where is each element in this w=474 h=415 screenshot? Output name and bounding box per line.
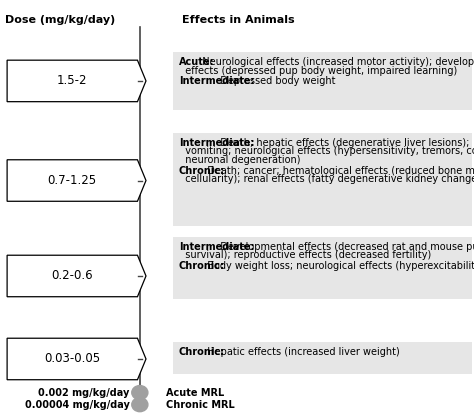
Text: Intermediate:: Intermediate: <box>179 242 254 251</box>
Polygon shape <box>7 338 146 380</box>
Text: Effects in Animals: Effects in Animals <box>182 15 295 24</box>
FancyBboxPatch shape <box>173 237 472 299</box>
FancyBboxPatch shape <box>173 342 472 374</box>
Polygon shape <box>7 255 146 297</box>
Text: survival); reproductive effects (decreased fertility): survival); reproductive effects (decreas… <box>179 250 431 260</box>
Text: vomiting; neurological effects (hypersensitivity, tremors, convulsions,: vomiting; neurological effects (hypersen… <box>179 146 474 156</box>
Circle shape <box>132 386 148 400</box>
Text: Death; cancer; hematological effects (reduced bone marrow: Death; cancer; hematological effects (re… <box>201 166 474 176</box>
Text: Dose (mg/kg/day): Dose (mg/kg/day) <box>5 15 115 24</box>
Text: Chronic MRL: Chronic MRL <box>166 400 235 410</box>
Text: Chronic:: Chronic: <box>179 261 225 271</box>
Text: cellularity); renal effects (fatty degenerative kidney changes): cellularity); renal effects (fatty degen… <box>179 174 474 184</box>
Text: Chronic:: Chronic: <box>179 166 225 176</box>
Text: Developmental effects (decreased rat and mouse pup: Developmental effects (decreased rat and… <box>214 242 474 251</box>
Text: 0.03-0.05: 0.03-0.05 <box>44 352 100 366</box>
Text: 0.7-1.25: 0.7-1.25 <box>48 174 97 187</box>
Text: Neurological effects (increased motor activity); developmental: Neurological effects (increased motor ac… <box>196 57 474 67</box>
Text: Death; hepatic effects (degenerative liver lesions);: Death; hepatic effects (degenerative liv… <box>214 138 470 148</box>
Text: 0.002 mg/kg/day: 0.002 mg/kg/day <box>38 388 129 398</box>
Polygon shape <box>7 160 146 201</box>
FancyBboxPatch shape <box>173 133 472 226</box>
Text: Body weight loss; neurological effects (hyperexcitability): Body weight loss; neurological effects (… <box>201 261 474 271</box>
Text: Depressed body weight: Depressed body weight <box>214 76 336 86</box>
Text: Acute MRL: Acute MRL <box>166 388 224 398</box>
Text: Chronic:: Chronic: <box>179 347 225 357</box>
Text: Hepatic effects (increased liver weight): Hepatic effects (increased liver weight) <box>201 347 400 357</box>
Text: 1.5-2: 1.5-2 <box>57 74 88 88</box>
Text: Intermediate:: Intermediate: <box>179 76 254 86</box>
Text: 0.00004 mg/kg/day: 0.00004 mg/kg/day <box>25 400 129 410</box>
Text: Acute:: Acute: <box>179 57 214 67</box>
FancyBboxPatch shape <box>173 52 472 110</box>
Polygon shape <box>7 60 146 102</box>
Text: neuronal degeneration): neuronal degeneration) <box>179 155 300 165</box>
Text: Intermediate:: Intermediate: <box>179 138 254 148</box>
Text: effects (depressed pup body weight, impaired learning): effects (depressed pup body weight, impa… <box>179 66 457 76</box>
Text: 0.2-0.6: 0.2-0.6 <box>52 269 93 283</box>
Circle shape <box>132 398 148 412</box>
